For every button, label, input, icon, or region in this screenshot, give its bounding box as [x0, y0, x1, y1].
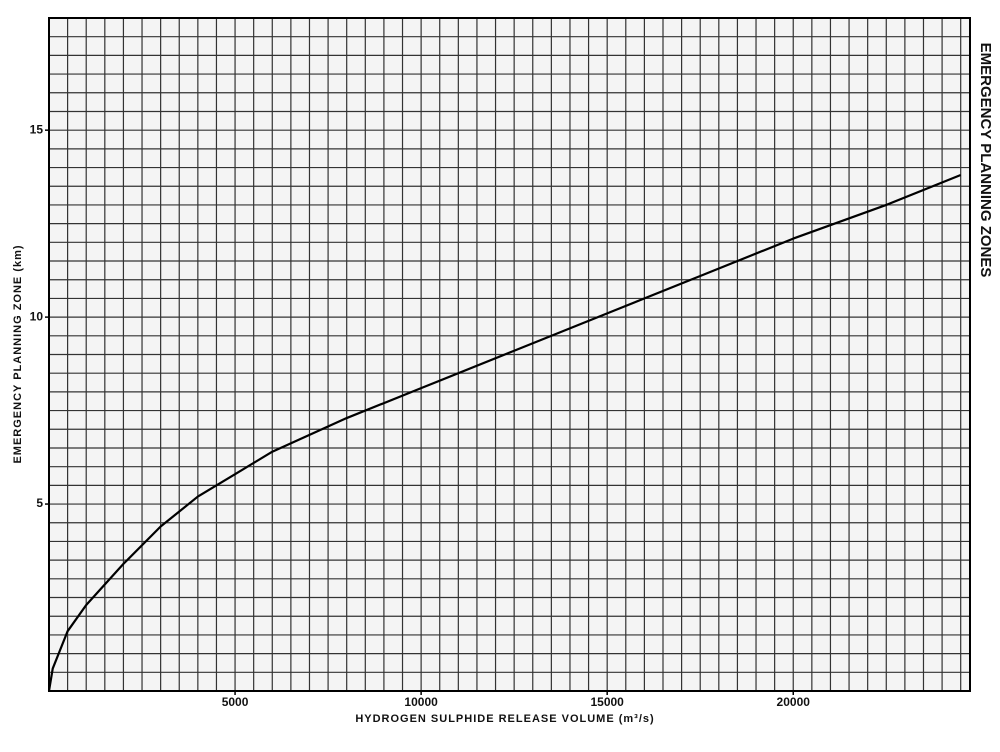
y-tick-label: 5 [36, 496, 43, 510]
x-axis-label: HYDROGEN SULPHIDE RELEASE VOLUME (m³/s) [355, 713, 654, 725]
x-tick-label: 10000 [404, 695, 438, 709]
x-tick-label: 20000 [777, 695, 811, 709]
y-axis-label: EMERGENCY PLANNING ZONE (km) [12, 244, 24, 463]
y-tick-label: 10 [30, 309, 44, 323]
x-tick-label: 15000 [590, 695, 624, 709]
data-line [47, 174, 962, 692]
x-tick-label: 5000 [222, 695, 249, 709]
y-tick-label: 15 [30, 122, 44, 136]
chart-title: EMERGENCY PLANNING ZONES [977, 43, 994, 278]
plot-border [48, 17, 971, 692]
